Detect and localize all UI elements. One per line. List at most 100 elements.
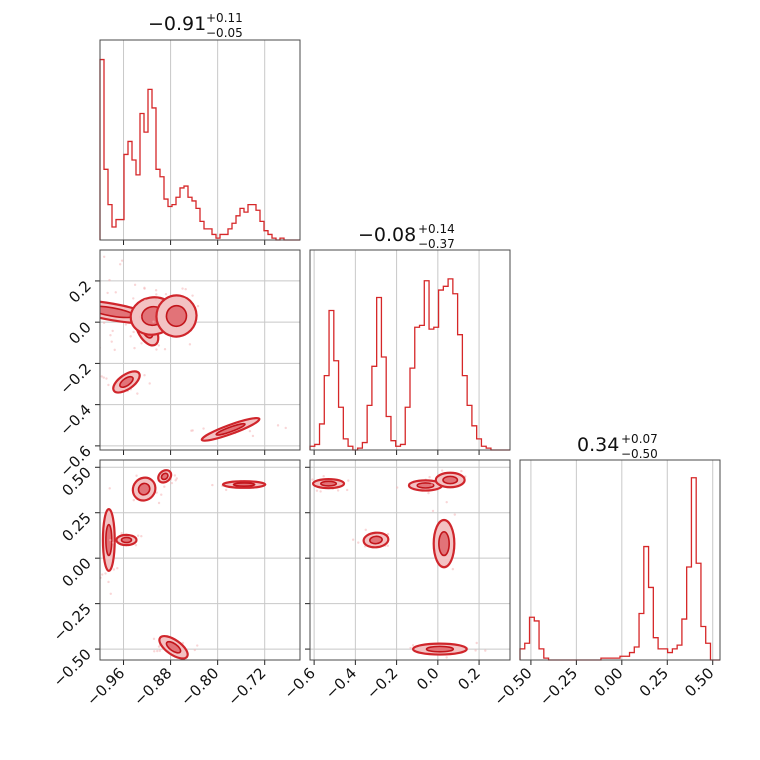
hist-param-1-panel (99, 40, 300, 245)
scatter-point (202, 427, 205, 430)
scatter-point (276, 424, 280, 427)
hist-param-2-histogram-line (309, 278, 510, 451)
title-param-3-sub: −0.50 (621, 447, 658, 461)
scatter-1-3-frame (99, 459, 301, 661)
scatter-point (110, 340, 113, 343)
scatter-2-3-panel: −0.6 −0.4 −0.2 0.0 0.2 (280, 460, 510, 703)
scatter-point (109, 334, 112, 337)
scatter-point (174, 479, 177, 482)
contour-inner (232, 482, 256, 487)
scatter-point (445, 656, 448, 659)
scatter-point (302, 480, 304, 482)
scatter-point (163, 348, 167, 351)
hist-param-2-panel (309, 250, 510, 455)
scatter-point (181, 287, 184, 290)
scatter-point (322, 474, 325, 478)
scatter-point (135, 474, 138, 477)
scatter-2-3-density (302, 469, 487, 659)
tick-label-x: 0.2 (454, 664, 484, 694)
scatter-point (305, 487, 307, 489)
scatter-point (140, 342, 143, 345)
scatter-point (148, 382, 151, 385)
scatter-point (112, 568, 116, 571)
tick-label-x: 0.50 (681, 664, 717, 700)
scatter-point (196, 644, 199, 647)
scatter-point (319, 490, 322, 493)
scatter-point (357, 541, 360, 544)
contour-inner (165, 304, 188, 328)
contour-inner (119, 375, 134, 389)
scatter-point (411, 644, 415, 647)
scatter-point (175, 477, 178, 480)
tick-label-x: −0.72 (224, 664, 269, 709)
tick-label-x: −0.88 (130, 664, 175, 709)
scatter-point (347, 479, 350, 482)
scatter-point (152, 320, 155, 323)
scatter-point (336, 489, 340, 492)
scatter-point (133, 283, 137, 287)
scatter-point (181, 641, 185, 645)
scatter-point (95, 298, 97, 300)
scatter-point (315, 489, 319, 492)
scatter-point (107, 580, 110, 584)
scatter-point (136, 392, 139, 395)
tick-label-y: −0.2 (56, 360, 94, 398)
scatter-point (284, 426, 287, 430)
scatter-point (396, 486, 399, 489)
tick-label-y: 0.25 (58, 509, 94, 545)
tick-label-x: −0.4 (322, 664, 360, 702)
scatter-point (248, 429, 252, 433)
scatter-point (152, 637, 156, 641)
contour-inner (165, 640, 182, 654)
scatter-point (188, 343, 192, 346)
title-param-3-sup: +0.07 (621, 432, 658, 446)
scatter-point (120, 532, 123, 535)
scatter-point (114, 291, 117, 294)
contour-inner (105, 523, 113, 557)
hist-param-3-frame (519, 459, 721, 661)
scatter-point (453, 513, 457, 516)
tick-label-y: −0.50 (50, 645, 95, 690)
scatter-point (143, 373, 146, 377)
scatter-point (484, 649, 487, 652)
contour-inner (215, 422, 246, 436)
scatter-point (102, 255, 106, 258)
hist-param-3-histogram-line (519, 477, 720, 661)
contour-inner (438, 531, 450, 557)
scatter-point (105, 377, 108, 380)
scatter-point (140, 535, 143, 538)
contour-inner (137, 482, 151, 496)
title-param-1-sub: −0.05 (206, 26, 243, 40)
scatter-point (157, 344, 161, 347)
scatter-point (155, 348, 158, 351)
scatter-point (351, 538, 355, 541)
scatter-point (124, 323, 128, 326)
hist-param-1-histogram-line (99, 58, 300, 241)
tick-label-y: −0.25 (50, 600, 95, 645)
scatter-point (163, 485, 166, 488)
title-param-2-sub: −0.37 (418, 237, 455, 251)
scatter-point (154, 289, 158, 292)
scatter-point (153, 650, 156, 653)
scatter-point (307, 476, 309, 478)
tick-label-y: 0.2 (65, 277, 95, 307)
tick-label-y: −0.4 (56, 401, 94, 439)
scatter-1-2-frame (99, 249, 301, 451)
tick-label-x: −0.6 (280, 664, 318, 702)
scatter-point (440, 469, 444, 472)
scatter-point (102, 321, 106, 325)
hist-param-3-xlabels: −0.50 −0.25 0.00 0.25 0.50 (491, 664, 718, 709)
scatter-point (430, 483, 433, 486)
scatter-point (133, 346, 136, 350)
scatter-point (109, 538, 112, 542)
scatter-2-3-frame (309, 459, 511, 661)
scatter-point (193, 648, 197, 652)
scatter-point (156, 649, 159, 653)
scatter-1-2-panel: −0.6−0.4−0.20.00.2 (56, 250, 300, 480)
scatter-point (143, 286, 146, 290)
scatter-point (191, 294, 194, 297)
contour-inner (320, 480, 338, 487)
scatter-point (120, 259, 124, 262)
scatter-point (143, 299, 147, 302)
scatter-point (132, 297, 135, 300)
